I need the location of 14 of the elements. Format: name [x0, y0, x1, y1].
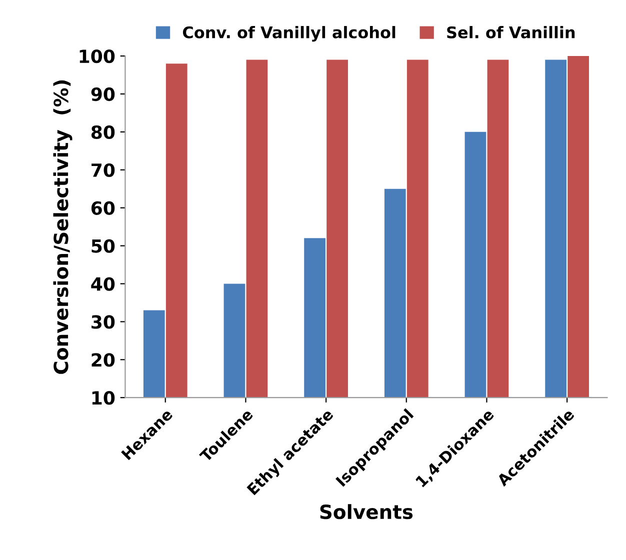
y-tick-label: 10 — [92, 391, 115, 405]
y-tick-label: 80 — [91, 125, 115, 140]
legend-label: Conv. of Vanillyl alcohol — [182, 26, 396, 42]
y-tick-label: 60 — [91, 201, 115, 215]
y-tick-label: 20 — [92, 353, 115, 367]
y-tick-label: 40 — [91, 277, 115, 291]
y-tick-label: 70 — [92, 163, 115, 177]
x-axis-title: Solvents — [320, 504, 413, 520]
legend-label: Sel. of Vanillin — [447, 26, 575, 38]
y-tick-label: 50 — [92, 239, 115, 253]
y-tick-label: 100 — [80, 49, 115, 64]
y-tick-label: 90 — [91, 87, 115, 102]
y-tick-label: 30 — [92, 315, 115, 329]
y-axis-title: Conversion/Selectivity (%) — [53, 80, 72, 374]
